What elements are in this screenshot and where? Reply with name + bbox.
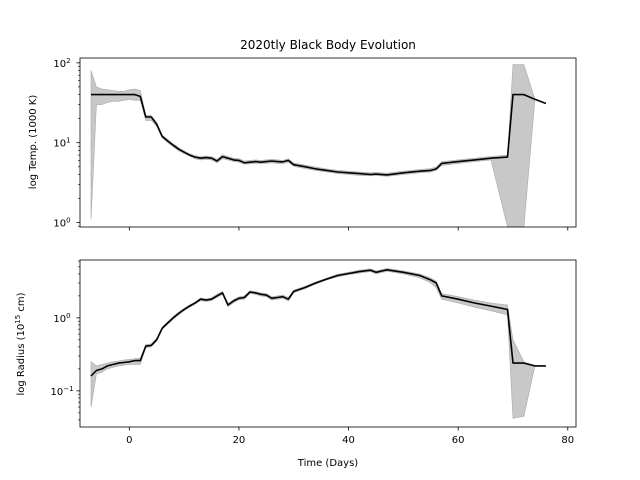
y-tick-label: 100 (53, 312, 70, 325)
x-tick-label: 60 (452, 435, 465, 446)
y-tick-label: 10−1 (50, 385, 73, 398)
x-tick-label: 40 (342, 435, 355, 446)
y-tick-label: 101 (53, 137, 70, 150)
y-tick-exponent: 2 (66, 57, 70, 65)
y-tick-exponent: 0 (66, 217, 70, 225)
temperature-x-ticks (128, 227, 569, 231)
radius-y-axis-label-base: log Radius (10 (16, 324, 27, 396)
x-tick-label: 20 (233, 435, 246, 446)
radius-axes-frame (79, 259, 577, 428)
y-tick-base: 10 (53, 59, 66, 70)
y-tick-base: 10 (53, 219, 66, 230)
radius-y-axis-label: log Radius (1015 cm) (14, 292, 27, 395)
temperature-series (91, 93, 547, 176)
temperature-line (91, 93, 547, 176)
x-tick-label: 0 (126, 435, 132, 446)
y-tick-exponent: −1 (63, 385, 73, 393)
x-axis-label: Time (Days) (297, 458, 359, 469)
y-tick-label: 100 (53, 217, 70, 230)
y-tick-base: 10 (50, 387, 63, 398)
y-tick-base: 10 (53, 139, 66, 150)
radius-y-axis-label-unit: cm) (16, 292, 27, 314)
radius-series (90, 268, 546, 377)
x-tick-label: 80 (561, 435, 574, 446)
radius-y-axis-label-exponent: 15 (14, 315, 22, 324)
radius-x-ticks: 0 20 40 60 80 (126, 427, 574, 446)
temperature-y-axis-label: log Temp. (1000 K) (28, 95, 39, 190)
y-tick-exponent: 0 (66, 312, 70, 320)
chart-title: 2020tly Black Body Evolution (240, 38, 416, 52)
y-tick-exponent: 1 (66, 137, 70, 145)
y-tick-base: 10 (53, 314, 66, 325)
radius-line (90, 268, 546, 377)
y-tick-label: 102 (53, 57, 70, 70)
